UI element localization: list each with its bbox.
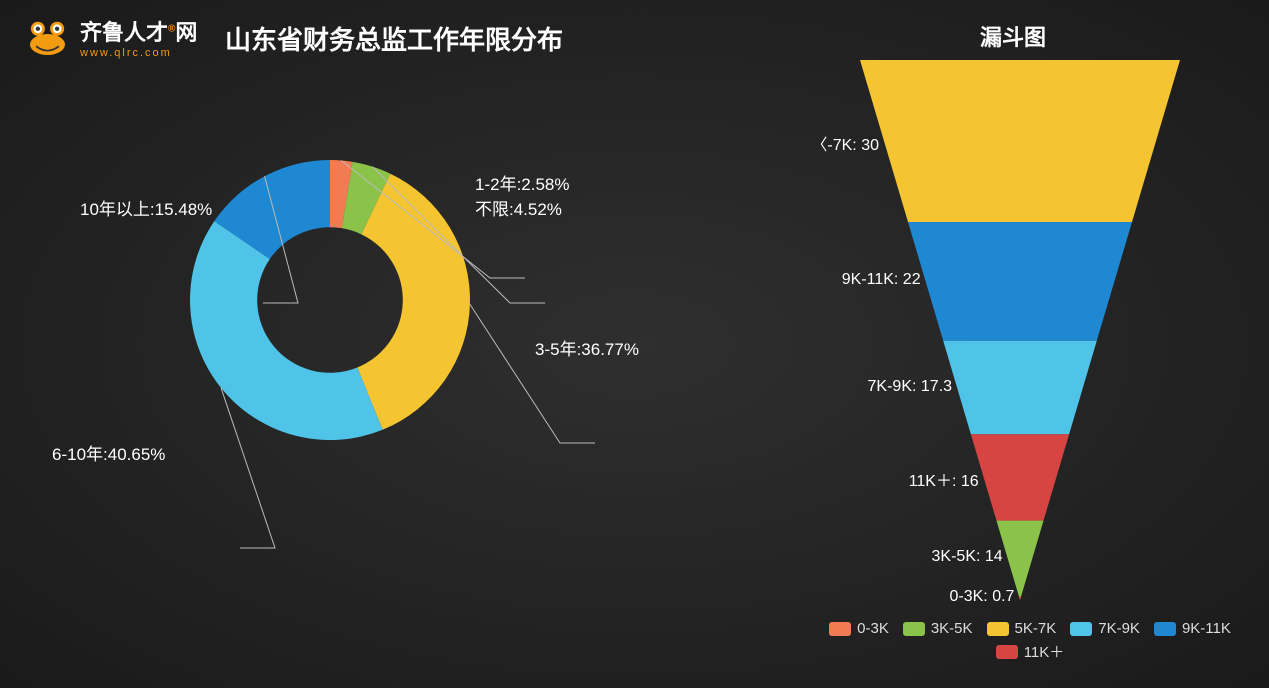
legend-item: 0-3K [829, 620, 889, 637]
legend-swatch [1070, 622, 1092, 636]
funnel-label: 0-3K: 0.7 [904, 588, 1014, 606]
donut-label: 6-10年:40.65% [52, 440, 165, 465]
legend-item: 3K-5K [903, 620, 973, 637]
funnel-stage [908, 222, 1132, 341]
legend-label: 0-3K [857, 620, 889, 637]
funnel-stage [943, 341, 1097, 434]
legend-label: 11K＋ [1024, 641, 1065, 662]
funnel-label: 9K-11K: 22 [811, 271, 921, 289]
legend-swatch [1154, 622, 1176, 636]
funnel-legend: 0-3K 3K-5K 5K-7K 7K-9K 9K-11K 11K＋ [820, 620, 1240, 662]
donut-label: 10年以上:15.48% [80, 195, 212, 220]
donut-chart [160, 130, 500, 470]
legend-item: 11K＋ [996, 641, 1065, 662]
legend-label: 7K-9K [1098, 620, 1140, 637]
funnel-label: 11K＋: 16 [869, 467, 979, 491]
legend-item: 5K-7K [987, 620, 1057, 637]
funnel-title: 漏斗图 [980, 20, 1046, 52]
funnel-label: 3K-5K: 14 [893, 548, 1003, 566]
funnel-stage [996, 521, 1043, 597]
funnel-stage [1019, 596, 1021, 600]
donut-slice [190, 221, 383, 440]
funnel-label: 7K-9K: 17.3 [842, 378, 952, 396]
legend-item: 7K-9K [1070, 620, 1140, 637]
legend-label: 3K-5K [931, 620, 973, 637]
funnel-stage [860, 60, 1180, 222]
legend-swatch [987, 622, 1009, 636]
legend-label: 9K-11K [1182, 620, 1231, 637]
legend-swatch [903, 622, 925, 636]
legend-item: 9K-11K [1154, 620, 1231, 637]
page-title: 山东省财务总监工作年限分布 [225, 20, 563, 57]
funnel-stage [971, 434, 1069, 520]
funnel-chart [860, 60, 1180, 620]
brand-name: 齐鲁人才®网 [80, 15, 197, 47]
donut-label: 不限:4.52% [475, 195, 562, 220]
brand-url: www.qlrc.com [80, 47, 197, 59]
donut-slice [357, 174, 470, 430]
legend-swatch [829, 622, 851, 636]
donut-label: 1-2年:2.58% [475, 170, 570, 195]
frog-icon [25, 20, 70, 55]
legend-label: 5K-7K [1015, 620, 1057, 637]
brand-logo: 齐鲁人才®网 www.qlrc.com [25, 15, 197, 59]
legend-swatch [996, 645, 1018, 659]
donut-label: 3-5年:36.77% [535, 335, 639, 360]
funnel-label: 〈-7K: 30 [769, 131, 879, 155]
